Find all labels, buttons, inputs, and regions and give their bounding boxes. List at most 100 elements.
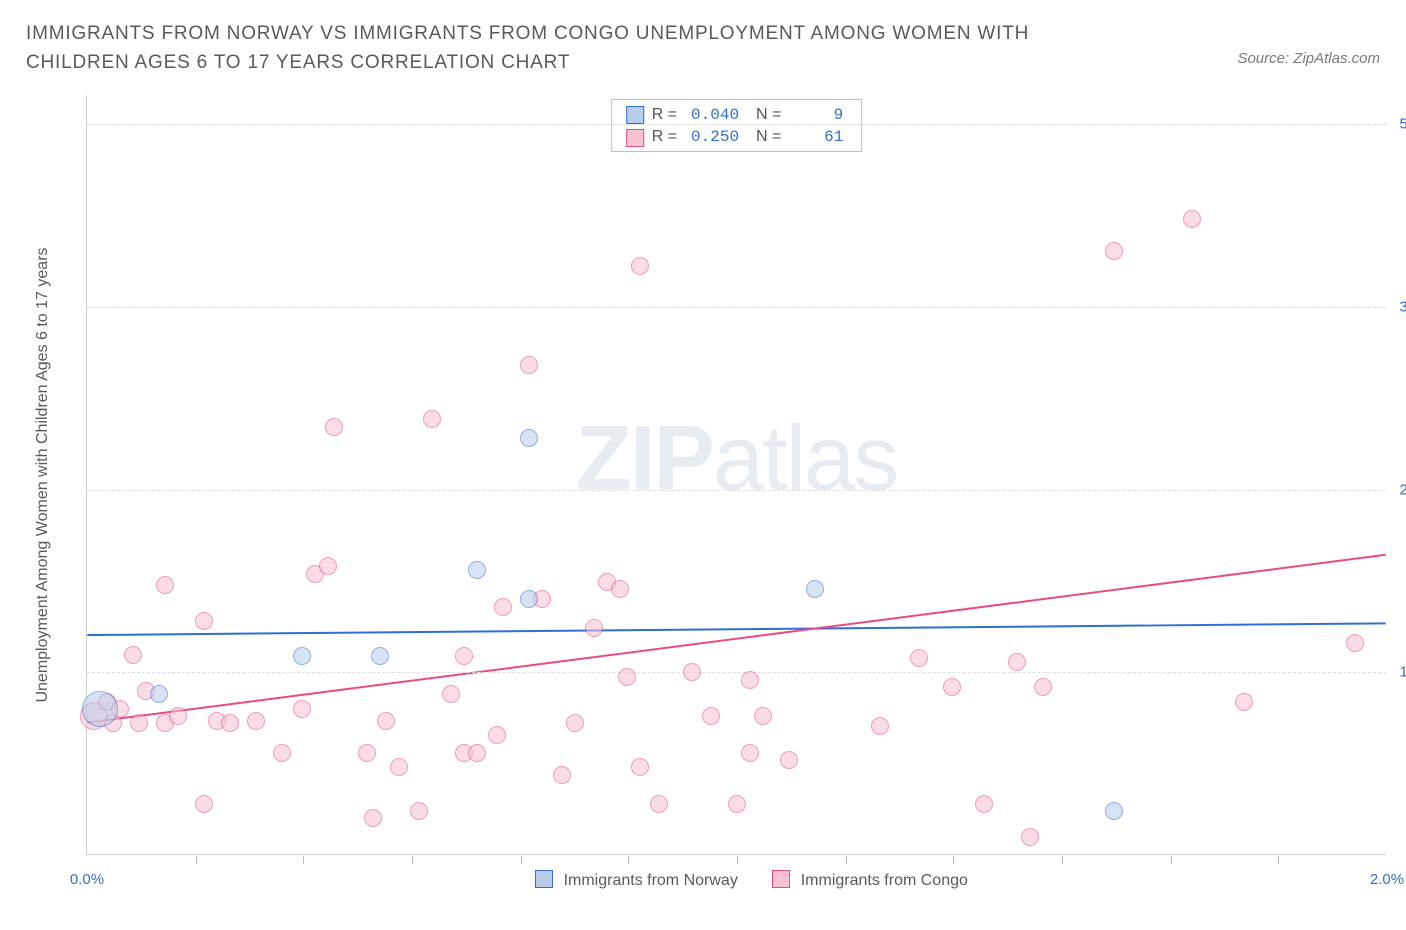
y-axis-label: Unemployment Among Women with Children A… bbox=[34, 247, 52, 702]
data-point bbox=[910, 649, 928, 667]
x-tick bbox=[1062, 856, 1063, 864]
x-tick bbox=[1278, 856, 1279, 864]
data-point bbox=[150, 685, 168, 703]
gridline bbox=[87, 307, 1386, 308]
data-point bbox=[728, 795, 746, 813]
y-tick-label: 12.5% bbox=[1399, 664, 1406, 681]
data-point bbox=[130, 714, 148, 732]
data-point bbox=[358, 744, 376, 762]
data-point bbox=[293, 700, 311, 718]
x-tick bbox=[521, 856, 522, 864]
x-tick bbox=[737, 856, 738, 864]
data-point bbox=[683, 663, 701, 681]
data-point bbox=[871, 717, 889, 735]
data-point bbox=[195, 795, 213, 813]
data-point bbox=[468, 744, 486, 762]
data-point bbox=[520, 590, 538, 608]
data-point bbox=[650, 795, 668, 813]
data-point bbox=[390, 758, 408, 776]
data-point bbox=[156, 576, 174, 594]
data-point bbox=[741, 744, 759, 762]
data-point bbox=[631, 257, 649, 275]
x-tick-label: 2.0% bbox=[1370, 871, 1404, 888]
data-point bbox=[618, 668, 636, 686]
legend-swatch-norway bbox=[626, 106, 644, 124]
data-point bbox=[754, 707, 772, 725]
x-tick bbox=[196, 856, 197, 864]
y-tick-label: 50.0% bbox=[1399, 116, 1406, 133]
data-point bbox=[293, 647, 311, 665]
data-point bbox=[273, 744, 291, 762]
data-point bbox=[702, 707, 720, 725]
plot-region: ZIPatlas R =0.040 N =9 R =0.250 N =61 Im… bbox=[86, 95, 1386, 855]
data-point bbox=[221, 714, 239, 732]
legend-row-congo: R =0.250 N =61 bbox=[626, 126, 844, 148]
data-point bbox=[1105, 242, 1123, 260]
data-point bbox=[1105, 802, 1123, 820]
legend-correlation: R =0.040 N =9 R =0.250 N =61 bbox=[611, 99, 863, 152]
data-point bbox=[520, 429, 538, 447]
x-tick bbox=[1171, 856, 1172, 864]
data-point bbox=[1346, 634, 1364, 652]
data-point bbox=[247, 712, 265, 730]
chart-area: Unemployment Among Women with Children A… bbox=[50, 95, 1386, 875]
data-point bbox=[488, 726, 506, 744]
data-point bbox=[1034, 678, 1052, 696]
trend-line bbox=[87, 623, 1385, 635]
data-point bbox=[611, 580, 629, 598]
gridline bbox=[87, 672, 1386, 673]
data-point bbox=[169, 707, 187, 725]
legend-bottom: Immigrants from Norway Immigrants from C… bbox=[87, 870, 1386, 890]
data-point bbox=[1183, 210, 1201, 228]
legend-swatch-congo bbox=[626, 129, 644, 147]
data-point bbox=[631, 758, 649, 776]
data-point bbox=[741, 671, 759, 689]
data-point bbox=[364, 809, 382, 827]
x-tick bbox=[846, 856, 847, 864]
data-point bbox=[468, 561, 486, 579]
y-tick-label: 25.0% bbox=[1399, 481, 1406, 498]
data-point bbox=[1008, 653, 1026, 671]
data-point bbox=[319, 557, 337, 575]
data-point bbox=[780, 751, 798, 769]
legend-bottom-label-norway: Immigrants from Norway bbox=[564, 872, 738, 889]
header: IMMIGRANTS FROM NORWAY VS IMMIGRANTS FRO… bbox=[0, 0, 1406, 87]
data-point bbox=[943, 678, 961, 696]
legend-bottom-swatch-congo bbox=[772, 870, 790, 888]
x-tick bbox=[953, 856, 954, 864]
legend-bottom-label-congo: Immigrants from Congo bbox=[801, 872, 968, 889]
legend-row-norway: R =0.040 N =9 bbox=[626, 104, 844, 126]
data-point bbox=[442, 685, 460, 703]
watermark: ZIPatlas bbox=[576, 407, 897, 512]
trend-lines bbox=[87, 95, 1386, 854]
data-point bbox=[423, 410, 441, 428]
data-point bbox=[195, 612, 213, 630]
data-point bbox=[553, 766, 571, 784]
gridline bbox=[87, 124, 1386, 125]
chart-title: IMMIGRANTS FROM NORWAY VS IMMIGRANTS FRO… bbox=[26, 20, 1106, 77]
data-point bbox=[82, 691, 118, 727]
data-point bbox=[566, 714, 584, 732]
data-point bbox=[1235, 693, 1253, 711]
data-point bbox=[371, 647, 389, 665]
gridline bbox=[87, 490, 1386, 491]
x-tick-label: 0.0% bbox=[70, 871, 104, 888]
data-point bbox=[410, 802, 428, 820]
data-point bbox=[124, 646, 142, 664]
data-point bbox=[806, 580, 824, 598]
y-tick-label: 37.5% bbox=[1399, 298, 1406, 315]
data-point bbox=[455, 647, 473, 665]
x-tick bbox=[303, 856, 304, 864]
data-point bbox=[1021, 828, 1039, 846]
data-point bbox=[585, 619, 603, 637]
legend-bottom-swatch-norway bbox=[535, 870, 553, 888]
source-label: Source: ZipAtlas.com bbox=[1237, 20, 1380, 67]
data-point bbox=[494, 598, 512, 616]
data-point bbox=[520, 356, 538, 374]
trend-line bbox=[87, 555, 1385, 723]
data-point bbox=[377, 712, 395, 730]
x-tick bbox=[628, 856, 629, 864]
x-tick bbox=[412, 856, 413, 864]
data-point bbox=[975, 795, 993, 813]
data-point bbox=[325, 418, 343, 436]
